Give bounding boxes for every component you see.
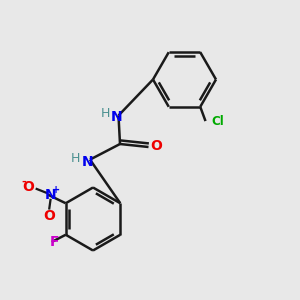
Text: H: H	[101, 106, 111, 120]
Text: H: H	[71, 152, 80, 165]
Text: F: F	[50, 235, 59, 249]
Text: -: -	[22, 177, 26, 187]
Text: N: N	[45, 188, 56, 202]
Text: N: N	[82, 155, 93, 169]
Text: O: O	[150, 139, 162, 153]
Text: +: +	[52, 185, 60, 195]
Text: O: O	[22, 180, 34, 194]
Text: Cl: Cl	[212, 115, 224, 128]
Text: N: N	[111, 110, 123, 124]
Text: O: O	[43, 208, 55, 223]
